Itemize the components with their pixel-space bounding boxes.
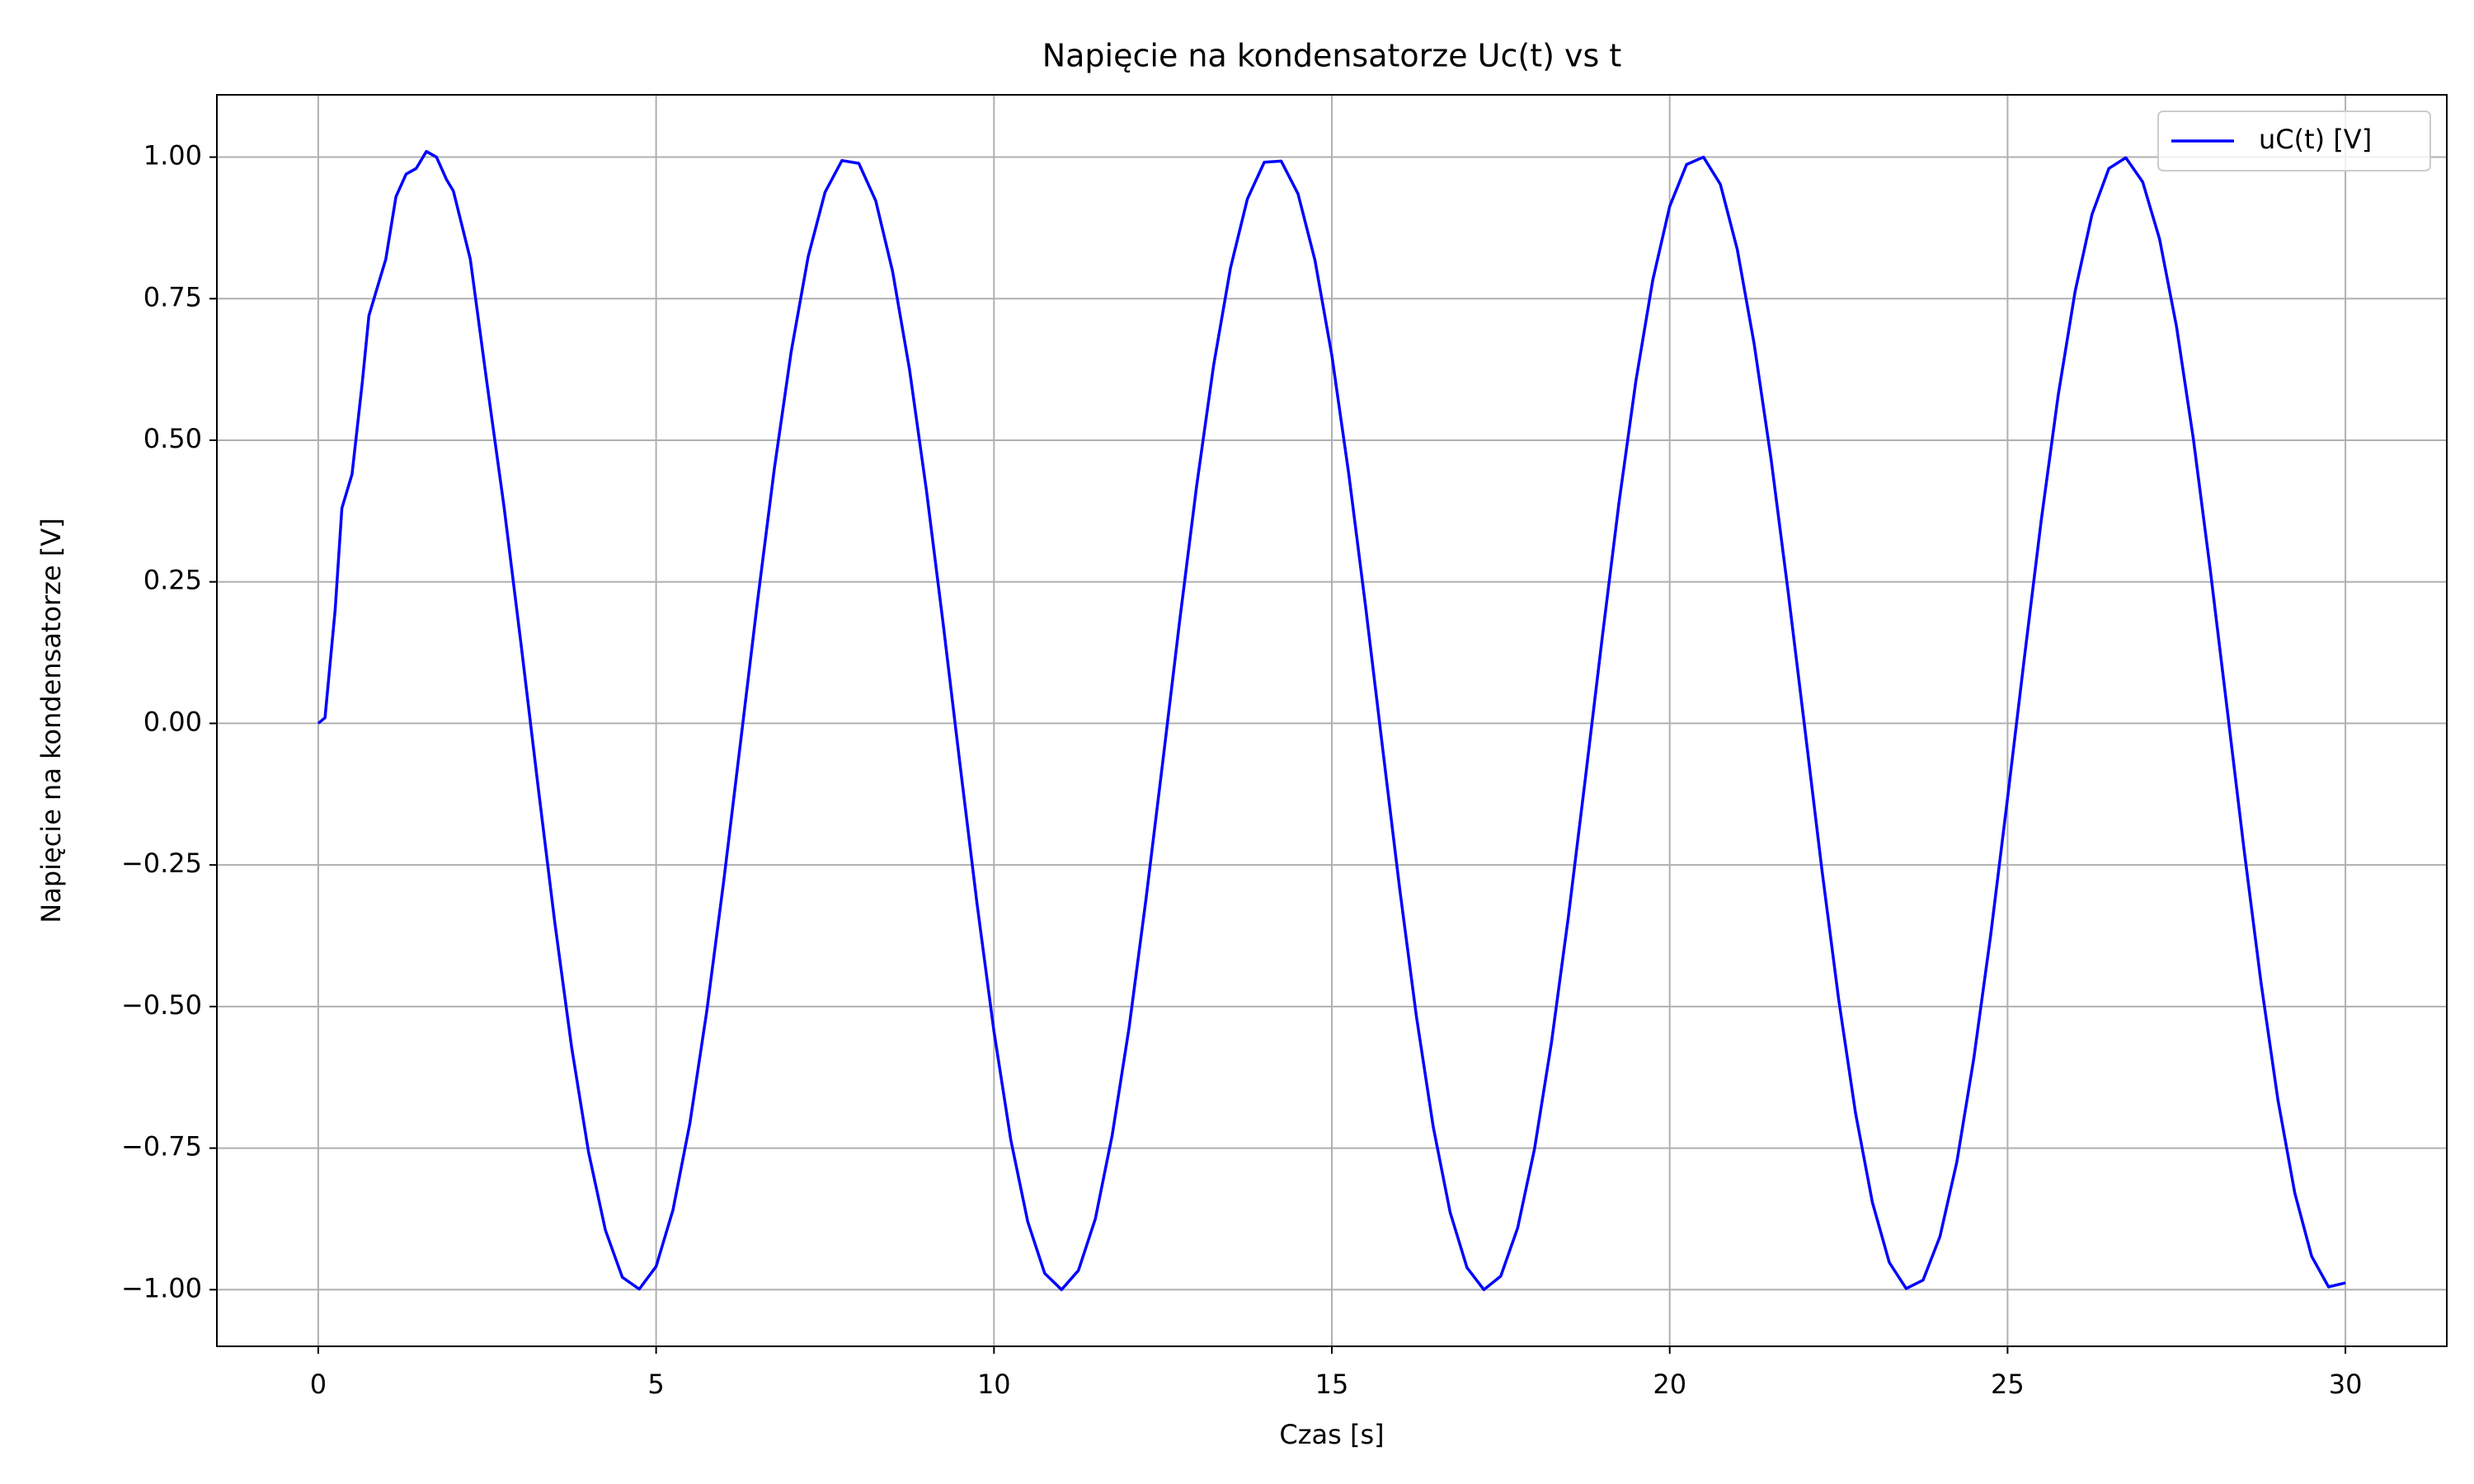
x-axis-label: Czas [s] xyxy=(1279,1419,1384,1450)
y-tick-label: −0.25 xyxy=(121,848,202,879)
x-tick-label: 5 xyxy=(647,1369,664,1400)
y-tick-label: 0.75 xyxy=(143,281,202,312)
y-tick-label: −1.00 xyxy=(121,1272,202,1303)
chart-title: Napięcie na kondensatorze Uc(t) vs t xyxy=(1042,38,1622,74)
y-tick-label: −0.75 xyxy=(121,1131,202,1162)
y-tick-label: 0.50 xyxy=(143,423,202,454)
x-tick-label: 30 xyxy=(2329,1369,2363,1400)
x-tick-label: 15 xyxy=(1315,1369,1349,1400)
y-tick-label: 0.25 xyxy=(143,565,202,596)
x-tick-label: 25 xyxy=(1991,1369,2025,1400)
x-tick-label: 10 xyxy=(977,1369,1011,1400)
legend-box xyxy=(2157,110,2431,171)
legend-label: uC(t) [V] xyxy=(2259,124,2372,155)
y-tick-label: −0.50 xyxy=(121,989,202,1021)
y-tick-label: 1.00 xyxy=(143,140,202,171)
x-tick-label: 0 xyxy=(310,1369,327,1400)
line-series xyxy=(317,149,2346,1292)
y-axis-label: Napięcie na kondensatorze [V] xyxy=(35,518,67,923)
x-tick-label: 20 xyxy=(1653,1369,1686,1400)
plot-frame xyxy=(216,94,2448,1347)
y-tick-label: 0.00 xyxy=(143,706,202,737)
legend: uC(t) [V] xyxy=(2157,110,2431,171)
